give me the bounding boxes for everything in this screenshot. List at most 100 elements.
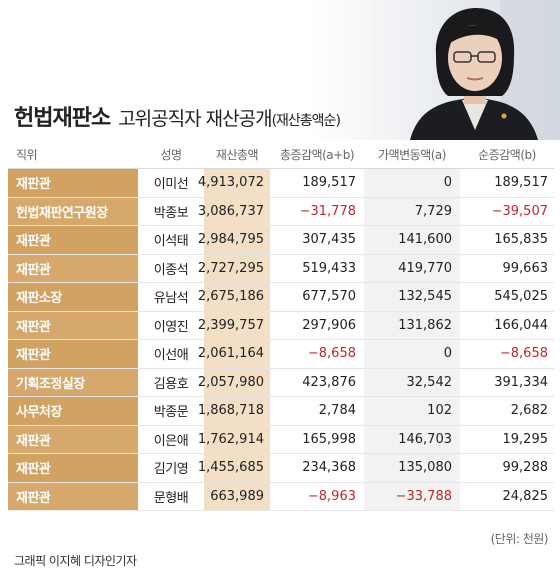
row-total: 2,984,795 xyxy=(198,226,270,254)
row-position: 재판관 xyxy=(8,340,138,368)
row-change: 2,784 xyxy=(318,403,356,419)
row-valuation: 0 xyxy=(364,169,460,197)
row-name: 이종석 xyxy=(153,262,189,278)
row-net: 99,288 xyxy=(502,460,549,476)
row-change: 189,517 xyxy=(302,175,356,191)
row-change: −8,658 xyxy=(307,346,356,362)
row-position: 재판소장 xyxy=(8,283,138,311)
row-name: 이선애 xyxy=(153,348,189,364)
header-name: 성명 xyxy=(160,147,182,162)
row-change: 234,368 xyxy=(302,460,356,476)
row-valuation: 32,542 xyxy=(364,368,460,396)
row-valuation: 141,600 xyxy=(364,226,460,254)
person-photo xyxy=(370,0,560,140)
row-position: 재판관 xyxy=(8,169,138,197)
row-net: 545,025 xyxy=(494,289,548,305)
row-valuation: 0 xyxy=(364,340,460,368)
table-row: 재판관 이영진 2,399,757 297,906 131,862 166,044 xyxy=(8,311,554,340)
row-net: 99,663 xyxy=(502,260,549,276)
table-row: 사무처장 박종문 1,868,718 2,784 102 2,682 xyxy=(8,397,554,426)
row-name: 이미선 xyxy=(153,177,189,193)
row-name: 김용호 xyxy=(153,376,189,392)
row-position: 재판관 xyxy=(8,482,138,510)
header-change: 총증감액(a+b) xyxy=(279,147,355,162)
row-total: 1,762,914 xyxy=(198,425,270,453)
row-total: 4,913,072 xyxy=(198,169,270,197)
page-title: 헌법재판소 고위공직자 재산공개(재산총액순) xyxy=(14,100,341,132)
row-position: 기획조정실장 xyxy=(8,368,138,396)
header-total: 재산총액 xyxy=(215,147,259,162)
row-total: 1,455,685 xyxy=(198,454,270,482)
table-body: 재판관 이미선 4,913,072 189,517 0 189,517 헌법재판연구원장 박종… xyxy=(8,169,554,511)
row-name: 김기영 xyxy=(153,462,189,478)
row-total: 2,675,186 xyxy=(198,283,270,311)
row-position: 헌법재판연구원장 xyxy=(8,197,138,225)
row-total: 3,086,737 xyxy=(198,197,270,225)
row-valuation: 102 xyxy=(364,397,460,425)
row-position: 재판관 xyxy=(8,254,138,282)
row-net: −39,507 xyxy=(491,203,548,219)
row-net: 166,044 xyxy=(494,317,548,333)
row-name: 이영진 xyxy=(153,319,189,335)
asset-table: 직위 성명 재산총액 총증감액(a+b) 가액변동액(a) 순증감액(b) 재판… xyxy=(8,140,554,511)
row-total: 2,061,164 xyxy=(198,340,270,368)
table-row: 기획조정실장 김용호 2,057,980 423,876 32,542 391,334 xyxy=(8,368,554,397)
row-position: 재판관 xyxy=(8,454,138,482)
row-position: 재판관 xyxy=(8,425,138,453)
table-header: 직위 성명 재산총액 총증감액(a+b) 가액변동액(a) 순증감액(b) xyxy=(8,140,554,169)
row-name: 이석태 xyxy=(153,234,189,250)
table-row: 재판관 이종석 2,727,295 519,433 419,770 99,663 xyxy=(8,254,554,283)
row-valuation: 135,080 xyxy=(364,454,460,482)
row-valuation: 7,729 xyxy=(364,197,460,225)
row-valuation: −33,788 xyxy=(364,482,460,510)
title-paren: (재산총액순) xyxy=(271,113,341,129)
row-net: 165,835 xyxy=(494,232,548,248)
row-valuation: 419,770 xyxy=(364,254,460,282)
row-valuation: 146,703 xyxy=(364,425,460,453)
row-total: 2,399,757 xyxy=(198,311,270,339)
table-row: 헌법재판연구원장 박종보 3,086,737 −31,778 7,729 −39,507 xyxy=(8,197,554,226)
row-total: 1,868,718 xyxy=(198,397,270,425)
row-net: 24,825 xyxy=(502,488,549,504)
header-position: 직위 xyxy=(16,147,38,162)
title-main: 헌법재판소 xyxy=(14,106,111,131)
graphic-credit: 그래픽 이지혜 디자인기자 xyxy=(14,554,137,568)
row-name: 이은애 xyxy=(153,433,189,449)
row-net: 189,517 xyxy=(494,175,548,191)
row-change: 519,433 xyxy=(302,260,356,276)
row-name: 문형배 xyxy=(153,490,189,506)
row-total: 2,057,980 xyxy=(198,368,270,396)
row-valuation: 132,545 xyxy=(364,283,460,311)
row-change: −31,778 xyxy=(299,203,356,219)
table-row: 재판관 김기영 1,455,685 234,368 135,080 99,288 xyxy=(8,454,554,483)
row-valuation: 131,862 xyxy=(364,311,460,339)
unit-note: (단위: 천원) xyxy=(490,532,549,546)
row-name: 박종문 xyxy=(153,405,189,421)
header-banner: 헌법재판소 고위공직자 재산공개(재산총액순) xyxy=(0,0,560,140)
table-row: 재판관 이은애 1,762,914 165,998 146,703 19,295 xyxy=(8,425,554,454)
title-sub: 고위공직자 재산공개 xyxy=(118,108,272,130)
row-net: 391,334 xyxy=(494,374,548,390)
row-change: 677,570 xyxy=(302,289,356,305)
header-valuation: 가액변동액(a) xyxy=(378,147,446,162)
row-position: 재판관 xyxy=(8,226,138,254)
row-position: 재판관 xyxy=(8,311,138,339)
footer: (단위: 천원) 그래픽 이지혜 디자인기자 xyxy=(0,528,560,580)
table-row: 재판관 이선애 2,061,164 −8,658 0 −8,658 xyxy=(8,340,554,369)
row-change: 297,906 xyxy=(302,317,356,333)
row-change: −8,963 xyxy=(307,488,356,504)
row-net: 2,682 xyxy=(510,403,548,419)
row-position: 사무처장 xyxy=(8,397,138,425)
row-change: 165,998 xyxy=(302,431,356,447)
row-change: 423,876 xyxy=(302,374,356,390)
row-total: 2,727,295 xyxy=(198,254,270,282)
row-net: 19,295 xyxy=(502,431,549,447)
row-change: 307,435 xyxy=(302,232,356,248)
header-net: 순증감액(b) xyxy=(478,147,536,162)
table-row: 재판관 문형배 663,989 −8,963 −33,788 24,825 xyxy=(8,482,554,511)
table-row: 재판관 이미선 4,913,072 189,517 0 189,517 xyxy=(8,169,554,198)
row-net: −8,658 xyxy=(499,346,548,362)
table-row: 재판소장 유남석 2,675,186 677,570 132,545 545,025 xyxy=(8,283,554,312)
row-total: 663,989 xyxy=(204,482,270,510)
row-name: 박종보 xyxy=(153,205,189,221)
